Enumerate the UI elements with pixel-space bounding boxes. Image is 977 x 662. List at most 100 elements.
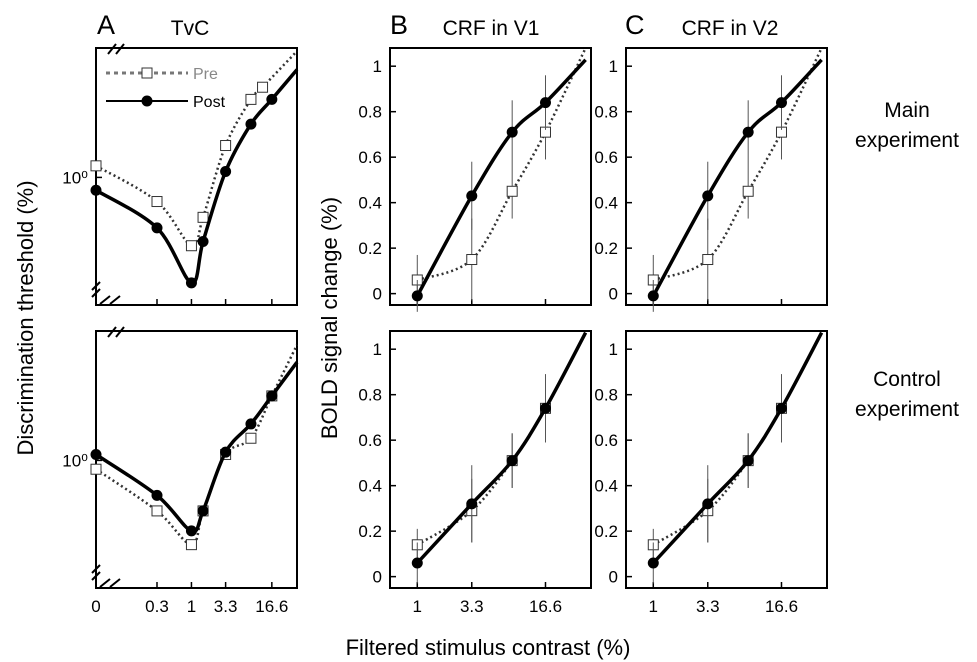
- point-post-C-main: [647, 290, 659, 302]
- point-post-A-main: [245, 118, 257, 130]
- point-post-B-main: [466, 190, 478, 202]
- plot-layer: 10⁰ 0 0.3 1 3.3 16.6 10⁰ 0 0.2 0.4 0.6 0.8 1 0 0.2 0.4 0…: [62, 47, 824, 616]
- panel-frame-C-main: [625, 47, 828, 306]
- y-tick-label-B-control: 0.4: [358, 477, 382, 496]
- point-post-A-main: [197, 236, 209, 248]
- point-post-C-control: [742, 455, 754, 467]
- point-post-A-main: [151, 222, 163, 234]
- row-label-control-line1: Control: [873, 368, 941, 391]
- point-pre-B-main: [466, 254, 478, 266]
- y-tick-label-C-main: 0: [609, 285, 618, 304]
- axis-break-mark: [115, 326, 125, 338]
- point-post-A-control: [185, 525, 197, 537]
- y-tick-label-B-control: 0.8: [358, 386, 382, 405]
- fit-curve-pre-C-control: [652, 332, 823, 546]
- point-pre-A-control: [90, 463, 102, 475]
- axis-break-mark: [99, 295, 111, 305]
- x-tick-label-B-control: 1: [413, 597, 422, 616]
- point-post-A-control: [90, 448, 102, 460]
- axis-break-mark: [91, 288, 101, 298]
- point-post-A-control: [151, 489, 163, 501]
- y-tick-label-B-main: 0: [373, 285, 382, 304]
- panel-frame-B-main: [389, 47, 592, 306]
- point-post-C-control: [702, 498, 714, 510]
- axis-break-mark: [91, 281, 101, 291]
- y-tick-label-B-control: 0: [373, 568, 382, 587]
- y-tick-label-C-main: 0.6: [594, 148, 618, 167]
- x-axis-title: Filtered stimulus contrast (%): [346, 635, 631, 660]
- point-pre-A-main: [197, 211, 209, 223]
- axis-break-mark: [107, 326, 117, 338]
- point-post-A-control: [220, 446, 232, 458]
- fit-curve-pre-B-main: [416, 47, 587, 282]
- legend-label-pre: Pre: [193, 66, 218, 83]
- point-post-A-main: [90, 184, 102, 196]
- point-pre-A-control: [185, 539, 197, 551]
- point-post-C-main: [775, 97, 787, 109]
- point-post-B-main: [539, 97, 551, 109]
- fit-curve-pre-C-main: [652, 47, 823, 282]
- axis-break-marks: [91, 43, 125, 588]
- y-tick-label-C-control: 0.4: [594, 477, 618, 496]
- y-tick-label-A-main: 10⁰: [62, 168, 88, 187]
- point-pre-C-main: [702, 254, 714, 266]
- point-post-A-main: [185, 277, 197, 289]
- x-tick-label-A-control: 0: [91, 597, 100, 616]
- row-label-main-line1: Main: [884, 99, 930, 122]
- legend-marker-pre: [141, 67, 153, 79]
- panel-letter-A: A: [97, 10, 115, 40]
- x-tick-label-C-control: 3.3: [696, 597, 720, 616]
- y-tick-label-B-main: 0.4: [358, 194, 382, 213]
- point-post-B-control: [506, 455, 518, 467]
- x-tick-label-A-control: 1: [187, 597, 196, 616]
- panels: [95, 47, 828, 589]
- axis-break-mark: [109, 295, 121, 305]
- panel-frame-B-control: [389, 330, 592, 589]
- y-tick-label-C-control: 0.8: [594, 386, 618, 405]
- axis-break-mark: [91, 564, 101, 574]
- point-post-A-control: [266, 390, 278, 402]
- y-tick-label-C-main: 0.2: [594, 239, 618, 258]
- point-post-A-control: [197, 505, 209, 517]
- y-axis-title-bold: BOLD signal change (%): [317, 197, 342, 439]
- axis-break-mark: [91, 571, 101, 581]
- fit-curve-pre-A-control: [95, 344, 299, 546]
- point-post-A-main: [266, 93, 278, 105]
- legend: Pre Post: [106, 66, 226, 111]
- y-tick-label-C-control: 0.2: [594, 522, 618, 541]
- axis-break-mark: [107, 43, 117, 55]
- point-post-A-control: [245, 418, 257, 430]
- y-tick-label-C-control: 0: [609, 568, 618, 587]
- x-tick-label-B-control: 3.3: [460, 597, 484, 616]
- y-tick-label-B-main: 0.6: [358, 148, 382, 167]
- row-label-control-line2: experiment: [855, 398, 959, 421]
- y-tick-label-B-control: 0.2: [358, 522, 382, 541]
- x-tick-label-A-control: 3.3: [214, 597, 238, 616]
- point-pre-A-control: [151, 505, 163, 517]
- axis-break-mark: [109, 578, 121, 588]
- y-tick-label-C-control: 0.6: [594, 431, 618, 450]
- axis-break-mark: [115, 43, 125, 55]
- point-pre-A-main: [185, 240, 197, 252]
- row-label-main-line2: experiment: [855, 129, 959, 152]
- point-pre-B-main: [506, 185, 518, 197]
- x-tick-label-C-control: 1: [649, 597, 658, 616]
- point-pre-A-control: [245, 432, 257, 444]
- point-post-B-control: [539, 402, 551, 414]
- y-tick-label-B-control: 1: [373, 340, 382, 359]
- y-tick-label-C-main: 0.4: [594, 194, 618, 213]
- point-post-C-main: [742, 126, 754, 138]
- y-tick-label-A-control: 10⁰: [62, 451, 88, 470]
- panel-title-B: CRF in V1: [443, 17, 540, 40]
- y-axis-title-threshold: Discrimination threshold (%): [13, 180, 38, 455]
- x-tick-label-A-control: 0.3: [145, 597, 169, 616]
- x-tick-label-C-control: 16.6: [765, 597, 798, 616]
- axis-break-mark: [99, 578, 111, 588]
- point-pre-A-main: [151, 196, 163, 208]
- point-post-B-main: [506, 126, 518, 138]
- point-post-C-control: [775, 402, 787, 414]
- fit-curve-post-B-control: [416, 331, 588, 565]
- point-pre-C-main: [742, 185, 754, 197]
- x-tick-label-A-control: 16.6: [255, 597, 288, 616]
